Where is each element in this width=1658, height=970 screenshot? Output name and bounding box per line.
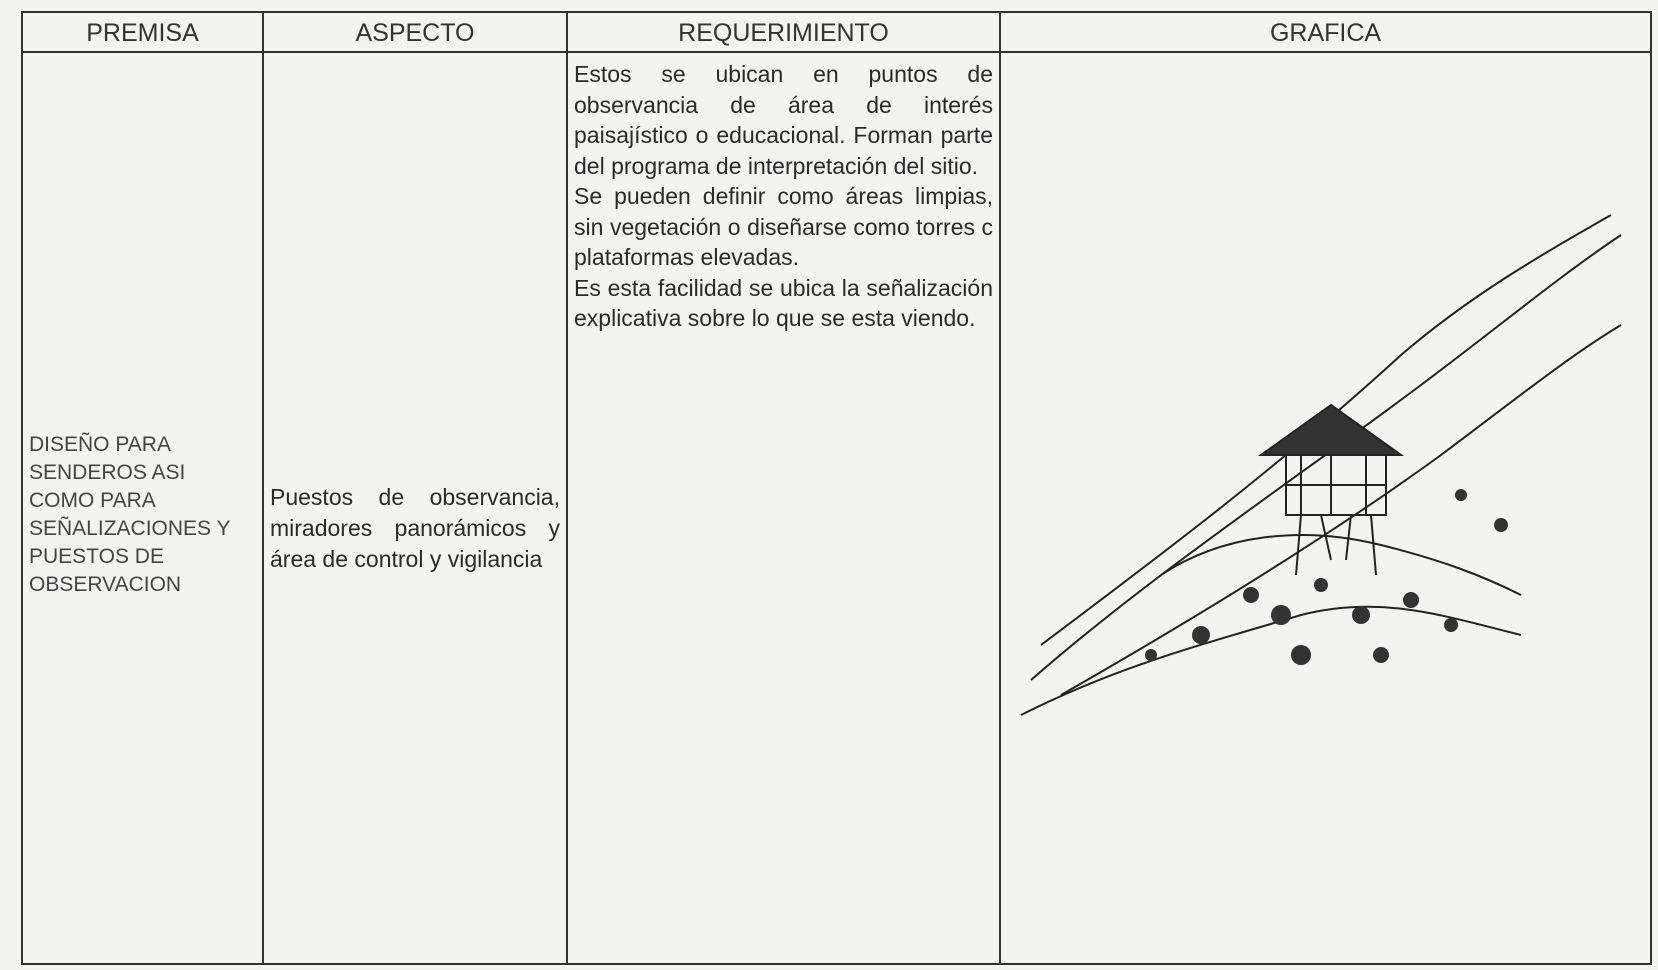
column: GRAFICA — [1001, 13, 1650, 963]
cell: DISEÑO PARA SENDEROS ASI COMO PARA SEÑAL… — [29, 55, 249, 963]
cell: Estos se ubican en puntos de observancia… — [574, 55, 993, 963]
cell: Puestos de observancia, miradores panorá… — [270, 55, 560, 963]
column: REQUERIMIENTO Estos se ubican en puntos … — [568, 13, 1001, 963]
paragraph: Se pueden definir como áreas limpias, si… — [574, 183, 993, 270]
sketch — [1020, 214, 1622, 716]
header-cell: REQUERIMIENTO — [568, 13, 999, 53]
paragraph: Estos se ubican en puntos de observancia… — [574, 61, 993, 179]
header-cell: ASPECTO — [264, 13, 566, 53]
cell-text: DISEÑO PARA SENDEROS ASI COMO PARA SEÑAL… — [29, 433, 231, 596]
paragraph: Es esta facilidad se ubica la señalizaci… — [574, 274, 993, 332]
cell-text: Puestos de observancia, miradores panorá… — [270, 483, 560, 572]
header-cell: GRAFICA — [1001, 13, 1650, 53]
column: ASPECTO Puestos de observancia, miradore… — [264, 13, 568, 963]
table: PREMISA DISEÑO PARA SENDEROS ASI COMO PA… — [21, 11, 1652, 965]
header-cell: PREMISA — [23, 13, 262, 53]
column: PREMISA DISEÑO PARA SENDEROS ASI COMO PA… — [23, 13, 264, 963]
